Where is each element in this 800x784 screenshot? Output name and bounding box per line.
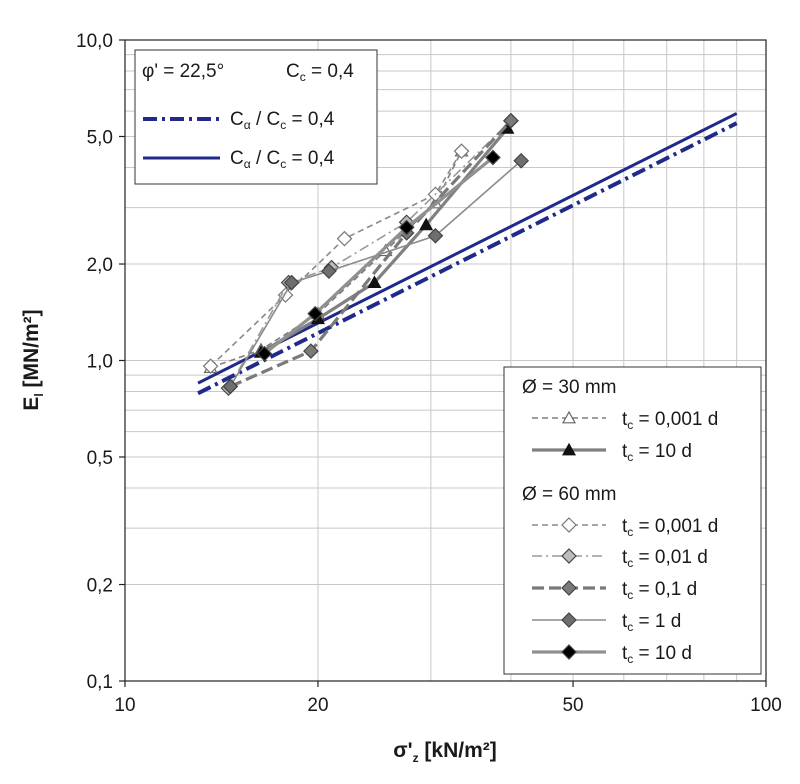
legend-entry-marker — [561, 442, 577, 456]
y-tick-label: 10,0 — [76, 31, 113, 52]
series-6-marker — [307, 305, 324, 322]
legend-entry-label: tc = 0,01 d — [622, 547, 708, 570]
legend-entry-label: tc = 10 d — [622, 643, 692, 666]
x-tick-label: 50 — [562, 695, 583, 716]
series-5-marker — [321, 263, 337, 280]
series-layer — [202, 112, 530, 396]
legend-entry-label: tc = 10 d — [622, 441, 692, 464]
series-4-marker — [303, 343, 319, 359]
y-tick-label: 0,2 — [87, 576, 113, 597]
legend-solid-label: Cα / Cc = 0,4 — [230, 148, 335, 171]
legend-dashdot-label: Cα / Cc = 0,4 — [230, 109, 335, 132]
legend-entry-marker — [561, 517, 577, 533]
y-axis-title: El [MN/m²] — [20, 309, 46, 410]
series-5 — [222, 152, 530, 395]
legend-entry-marker — [561, 644, 577, 660]
series-1-marker — [367, 275, 382, 289]
series-5-marker — [513, 152, 530, 169]
series-6-marker — [485, 149, 501, 166]
series-4-line — [229, 119, 513, 388]
legend-entry-marker — [561, 410, 577, 424]
y-tick-label: 0,5 — [87, 448, 113, 469]
legend-entry-label: tc = 0,1 d — [622, 579, 697, 602]
series-6-marker — [256, 345, 273, 362]
legend-entry-marker — [561, 612, 577, 628]
series-6 — [256, 149, 501, 362]
tick-labels: 10 20 50 100 0,1 0,2 0,5 1,0 2,0 5,0 10,0 — [76, 31, 782, 716]
series-1-marker — [419, 217, 434, 231]
legend-bottom: Ø = 30 mm Ø = 60 mm tc = 0,001 d tc = 10 … — [503, 366, 762, 675]
legend-top: φ' = 22,5° Cc = 0,4 Cα / Cc = 0,4 Cα / C… — [134, 49, 378, 185]
series-5-marker — [283, 274, 300, 291]
series-6-line — [263, 156, 494, 355]
y-tick-label: 2,0 — [87, 255, 113, 276]
legend-group-30mm-title: Ø = 30 mm — [522, 377, 617, 398]
series-5-marker — [427, 227, 444, 244]
legend-top-header-phi: φ' = 22,5° — [142, 61, 224, 82]
series-2-marker — [202, 358, 219, 375]
series-2-marker — [336, 230, 353, 247]
legend-entry-label: tc = 0,001 d — [622, 409, 718, 432]
y-tick-label: 0,1 — [87, 672, 113, 693]
series-6-marker — [398, 219, 415, 236]
x-tick-label: 100 — [750, 695, 782, 716]
x-axis-title: σ'z [kN/m²] — [393, 739, 497, 765]
series-4-marker — [503, 112, 519, 129]
y-tick-label: 1,0 — [87, 352, 113, 373]
series-5-marker — [222, 378, 239, 395]
series-2-marker — [453, 143, 470, 159]
legend-top-header-cc: Cc = 0,4 — [286, 61, 354, 84]
y-tick-label: 5,0 — [87, 127, 113, 148]
legend-entry-label: tc = 0,001 d — [622, 516, 718, 539]
x-tick-label: 10 — [114, 695, 135, 716]
tick-marks — [119, 39, 767, 687]
legend-entry-label: tc = 1 d — [622, 611, 681, 634]
legend-group-60mm-title: Ø = 60 mm — [522, 484, 617, 505]
legend-bottom-entries: tc = 0,001 d tc = 10 d tc = 0,001 d tc = 0,… — [532, 409, 718, 666]
x-tick-label: 20 — [307, 695, 328, 716]
legend-entry-marker — [561, 548, 577, 564]
legend-entry-marker — [561, 580, 577, 596]
model-line-dashdot — [197, 121, 738, 396]
